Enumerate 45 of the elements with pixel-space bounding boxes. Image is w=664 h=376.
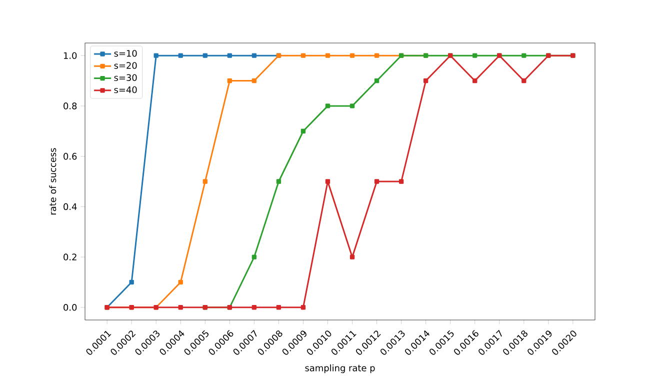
y-tick-label: 0.0 (64, 304, 77, 311)
point (178, 53, 183, 58)
point (472, 53, 478, 58)
point (350, 53, 355, 58)
point (374, 78, 380, 83)
legend-label: s=30 (114, 74, 137, 81)
point (325, 103, 330, 108)
legend-label: s=40 (114, 86, 137, 93)
point (178, 280, 183, 284)
point (325, 53, 330, 58)
point (300, 53, 306, 58)
point (350, 103, 355, 108)
point (276, 178, 282, 184)
point (252, 53, 257, 58)
point (252, 254, 257, 260)
point (252, 304, 257, 310)
y-axis-title: rate of success (49, 148, 56, 214)
point (522, 53, 526, 58)
point (374, 178, 380, 184)
point (202, 178, 208, 184)
point (325, 178, 330, 184)
point (350, 254, 355, 260)
y-tick-label: 0.6 (64, 152, 77, 160)
point (154, 53, 158, 58)
y-tick-label: 0.8 (64, 102, 77, 110)
point (398, 178, 404, 184)
point (202, 53, 208, 58)
point (252, 78, 257, 83)
point (178, 304, 183, 310)
point (227, 78, 232, 83)
y-tick-label: 0.2 (64, 253, 76, 260)
legend-label: s=10 (114, 50, 137, 57)
legend-label: s=20 (114, 62, 137, 69)
point (374, 53, 380, 58)
point (300, 304, 306, 310)
point (129, 280, 134, 284)
y-tick-label: 0.4 (64, 203, 77, 210)
point (522, 78, 526, 83)
point (423, 78, 428, 83)
point (227, 53, 232, 58)
point (472, 78, 478, 83)
point (300, 128, 306, 134)
point (276, 304, 282, 310)
y-tick-label: 1.0 (64, 52, 77, 59)
x-axis-title: sampling rate p (305, 364, 375, 373)
